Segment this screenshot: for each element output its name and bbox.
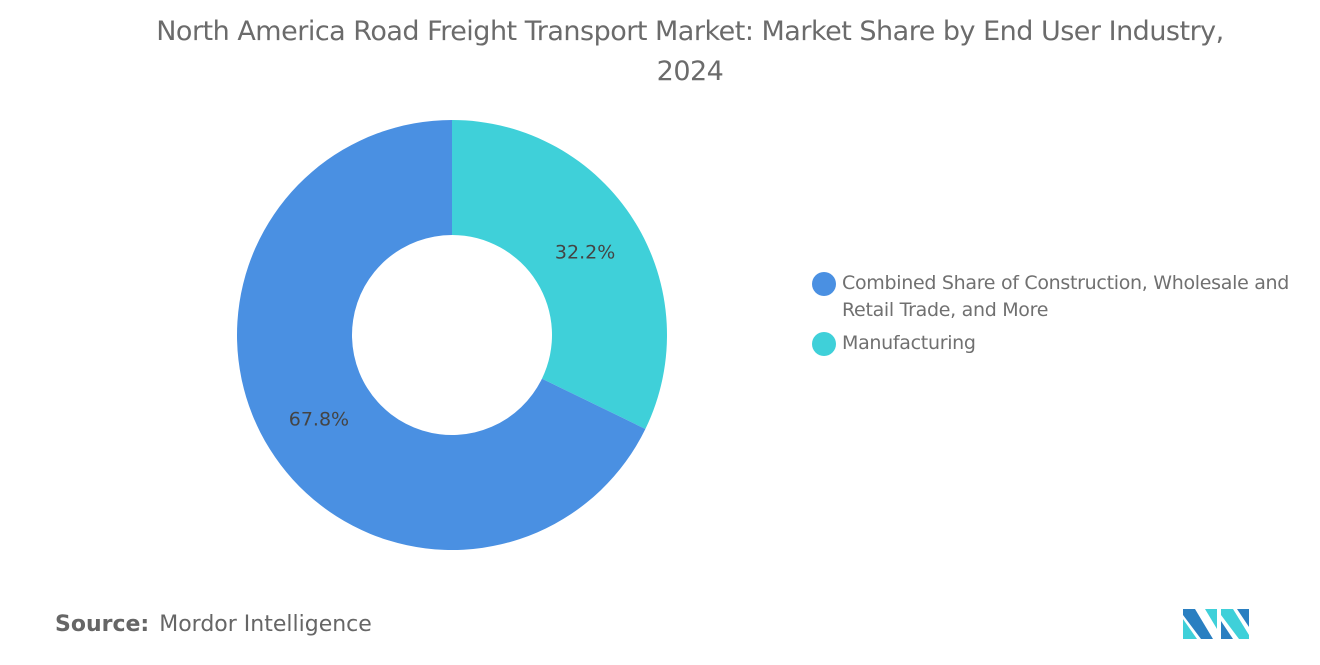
legend-item-combined: Combined Share of Construction, Wholesal… (812, 270, 1312, 324)
slice-manufacturing (452, 120, 667, 429)
source-note: Source: Mordor Intelligence (55, 612, 372, 637)
data-label: 67.8% (289, 408, 349, 430)
source-value: Mordor Intelligence (159, 612, 372, 637)
legend-label: Manufacturing (842, 332, 976, 354)
slice-combined-share-of-construction-wholesale-and-retail-trade-and-more (236, 120, 646, 550)
data-label: 32.2% (555, 242, 615, 264)
source-label: Source: (55, 612, 150, 637)
legend-label: Combined Share of Construction, Wholesal… (842, 272, 1290, 321)
legend-item-manufacturing: Manufacturing (812, 330, 1312, 357)
legend: Combined Share of Construction, Wholesal… (812, 270, 1312, 363)
legend-swatch-manufacturing (812, 332, 836, 356)
legend-swatch-combined (812, 272, 836, 296)
mordor-intelligence-logo (1183, 609, 1249, 639)
chart-title: North America Road Freight Transport Mar… (156, 16, 1224, 87)
